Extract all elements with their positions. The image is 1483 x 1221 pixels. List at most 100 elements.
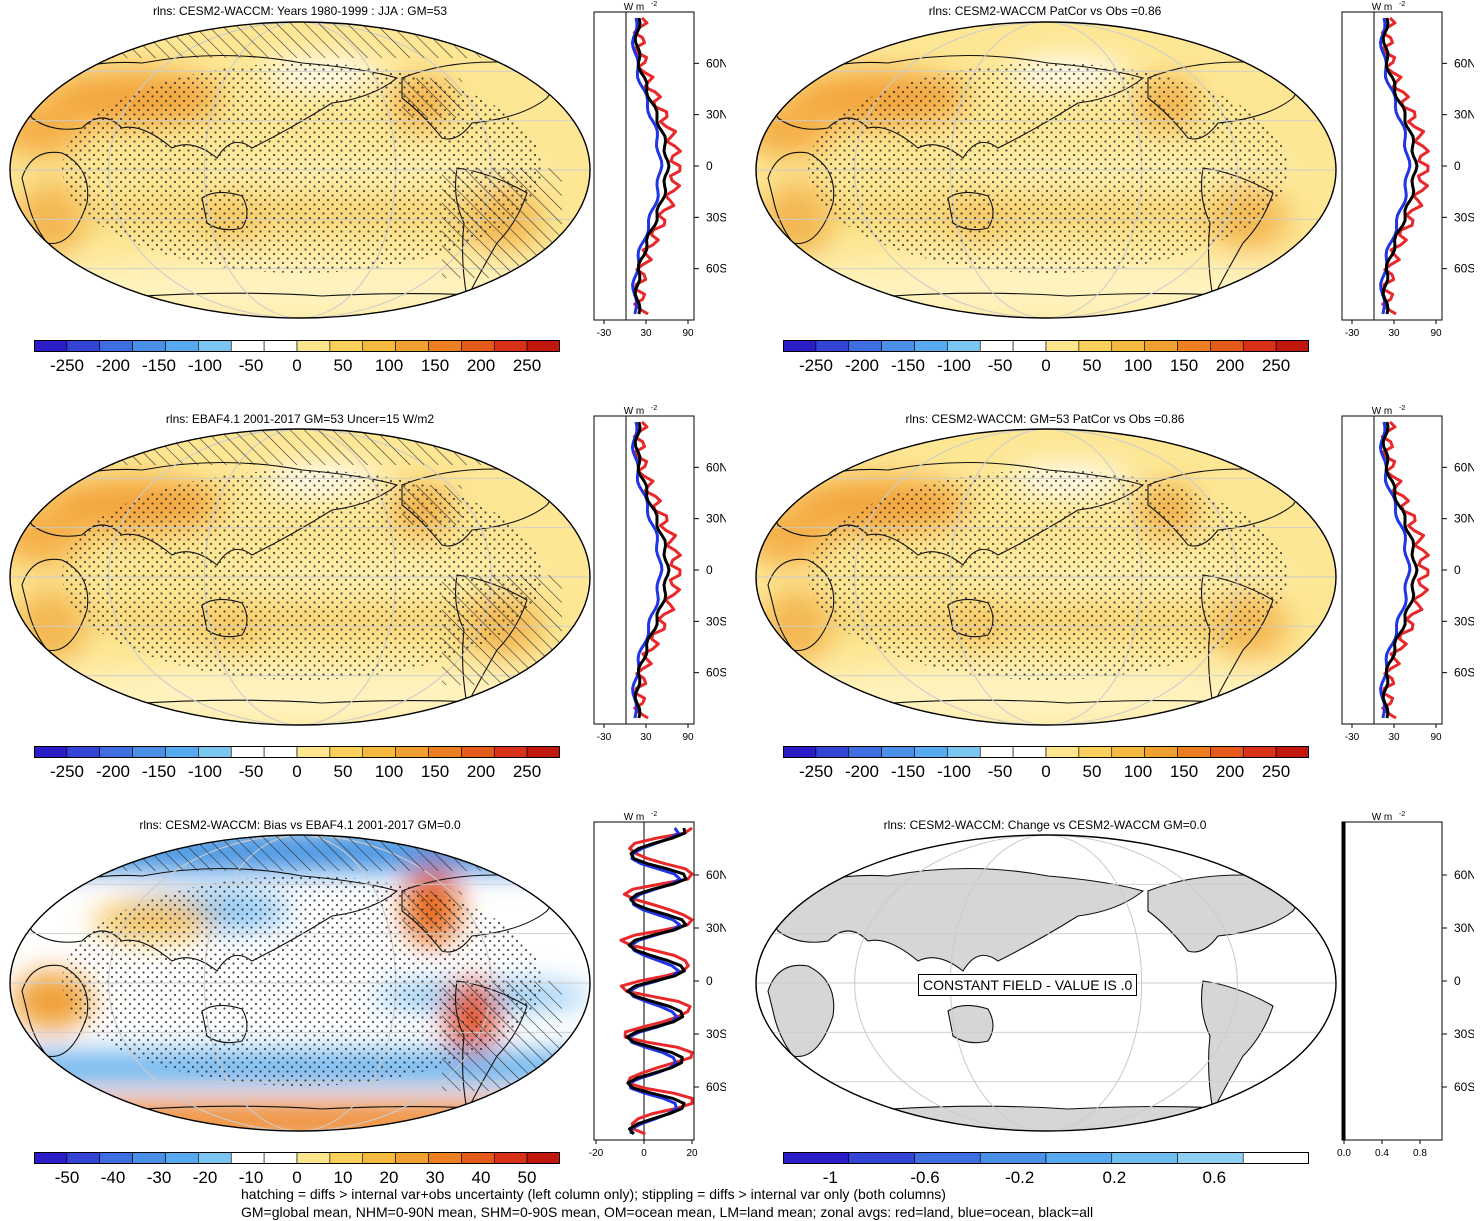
- zonal-x-tick-label: 30: [640, 328, 652, 339]
- zonal-plot-4: W m -2 60N 30N 0 30S 60S -30 30 90: [1341, 405, 1474, 743]
- zonal-unit-exponent: -2: [651, 405, 657, 412]
- colorbar-1-label: -250: [49, 356, 85, 375]
- panel-title-2: rlns: CESM2-WACCM PatCor vs Obs =0.86: [928, 4, 1162, 18]
- zonal-plot-1: W m -2 60N 30N 0 30S 60S -30 30 90: [593, 1, 726, 339]
- colorbar-4-label: 150: [1169, 762, 1199, 781]
- colorbar-1-label: 200: [466, 356, 496, 375]
- zonal-x-tick-label: 30: [1388, 328, 1400, 339]
- colorbar-4-label: -200: [844, 762, 880, 781]
- colorbar-5-label: 0: [292, 1168, 302, 1187]
- zonal-x-tick-label: 90: [1430, 732, 1442, 743]
- zonal-lat-label: 60N: [706, 56, 726, 70]
- zonal-lat-label: 30S: [706, 1027, 726, 1041]
- zonal-lat-label: 0: [706, 563, 713, 577]
- zonal-lat-label: 30N: [1454, 512, 1474, 526]
- constant-field-label: CONSTANT FIELD - VALUE IS .0: [918, 974, 1138, 996]
- colorbar-1-label: 50: [333, 356, 353, 375]
- colorbar-4-label: 0: [1041, 762, 1051, 781]
- zonal-x-tick-label: 0.4: [1375, 1148, 1389, 1159]
- colorbar-4-label: -150: [890, 762, 926, 781]
- zonal-lat-label: 60S: [1454, 1080, 1474, 1094]
- panel-title-4: rlns: CESM2-WACCM: GM=53 PatCor vs Obs =…: [905, 412, 1185, 426]
- zonal-lat-label: 60S: [706, 1080, 726, 1094]
- colorbar-5-label: -10: [238, 1168, 264, 1187]
- colorbar-2: [783, 340, 1309, 352]
- zonal-x-tick-label: 30: [1388, 732, 1400, 743]
- zonal-lat-label: 30N: [706, 921, 726, 935]
- colorbar-5-label: 30: [425, 1168, 445, 1187]
- colorbar-2-label: -100: [936, 356, 972, 375]
- colorbar-6-label: -1: [822, 1168, 838, 1187]
- colorbar-2-label: 0: [1041, 356, 1051, 375]
- colorbar-4-label: 250: [1261, 762, 1291, 781]
- zonal-plot-2: W m -2 60N 30N 0 30S 60S -30 30 90: [1341, 1, 1474, 339]
- zonal-plot-5: W m -2 60N 30N 0 30S 60S -20 0 20: [589, 811, 726, 1159]
- colorbar-1: [34, 340, 560, 352]
- colorbar-2-label: 150: [1169, 356, 1199, 375]
- colorbar-4-label: 100: [1123, 762, 1153, 781]
- zonal-lat-label: 30N: [706, 512, 726, 526]
- colorbar-1-label: 0: [292, 356, 302, 375]
- zonal-lat-label: 30N: [1454, 108, 1474, 122]
- colorbar-5-label: 50: [517, 1168, 537, 1187]
- footer-line-1: hatching = diffs > internal var+obs unce…: [241, 1186, 946, 1202]
- map-panel-3: [9, 428, 591, 726]
- zonal-lat-label: 60N: [706, 868, 726, 882]
- zonal-x-tick-label: 0.8: [1413, 1148, 1427, 1159]
- colorbar-2-label: 50: [1082, 356, 1102, 375]
- colorbar-1-label: -50: [238, 356, 264, 375]
- zonal-lat-label: 30S: [706, 614, 726, 628]
- zonal-lat-label: 0: [706, 159, 713, 173]
- map-panel-1: [9, 21, 591, 319]
- colorbar-5-label: -40: [100, 1168, 126, 1187]
- zonal-unit-label: W m: [624, 406, 645, 417]
- colorbar-6: [783, 1152, 1309, 1164]
- panel-title-6: rlns: CESM2-WACCM: Change vs CESM2-WACCM…: [883, 818, 1207, 832]
- colorbar-4-label: 200: [1215, 762, 1245, 781]
- zonal-x-tick-label: 0.0: [1337, 1148, 1351, 1159]
- panel-title-5: rlns: CESM2-WACCM: Bias vs EBAF4.1 2001-…: [139, 818, 461, 832]
- map-panel-4: [755, 428, 1337, 726]
- colorbar-1-label: 250: [512, 356, 542, 375]
- colorbar-3-label: 250: [512, 762, 542, 781]
- zonal-x-tick-label: -20: [589, 1148, 604, 1159]
- zonal-lat-label: 30S: [1454, 210, 1474, 224]
- panel-title-1: rlns: CESM2-WACCM: Years 1980-1999 : JJA…: [152, 4, 447, 18]
- zonal-x-tick-label: 30: [640, 732, 652, 743]
- zonal-x-tick-label: 0: [641, 1148, 647, 1159]
- zonal-lat-label: 0: [1454, 563, 1461, 577]
- zonal-lat-label: 60N: [1454, 56, 1474, 70]
- colorbar-4-label: 50: [1082, 762, 1102, 781]
- colorbar-2-label: -250: [798, 356, 834, 375]
- zonal-lat-label: 30N: [706, 108, 726, 122]
- colorbar-5-label: 10: [333, 1168, 353, 1187]
- colorbar-3-label: 50: [333, 762, 353, 781]
- colorbar-2-label: -50: [987, 356, 1013, 375]
- zonal-unit-exponent: -2: [1399, 1, 1405, 8]
- colorbar-2-label: -200: [844, 356, 880, 375]
- zonal-lat-label: 60S: [1454, 666, 1474, 680]
- colorbar-3: [34, 746, 560, 758]
- zonal-unit-exponent: -2: [651, 811, 657, 818]
- colorbar-6-label: 0.2: [1102, 1168, 1127, 1187]
- zonal-lat-label: 60S: [1454, 262, 1474, 276]
- colorbar-5-label: 20: [379, 1168, 399, 1187]
- zonal-x-tick-label: 90: [1430, 328, 1442, 339]
- zonal-unit-label: W m: [624, 812, 645, 823]
- panel-title-3: rlns: EBAF4.1 2001-2017 GM=53 Uncer=15 W…: [165, 412, 435, 426]
- zonal-unit-exponent: -2: [1399, 811, 1405, 818]
- colorbar-3-label: -100: [187, 762, 223, 781]
- zonal-lat-label: 0: [1454, 159, 1461, 173]
- colorbar-2-label: 250: [1261, 356, 1291, 375]
- colorbar-4-label: -50: [987, 762, 1013, 781]
- zonal-lat-label: 30S: [1454, 1027, 1474, 1041]
- zonal-lat-label: 60S: [706, 666, 726, 680]
- zonal-unit-label: W m: [1372, 406, 1393, 417]
- zonal-lat-label: 0: [1454, 974, 1461, 988]
- zonal-x-tick-label: 90: [682, 732, 694, 743]
- colorbar-3-label: 0: [292, 762, 302, 781]
- colorbar-6-label: 0.6: [1202, 1168, 1227, 1187]
- zonal-unit-exponent: -2: [651, 1, 657, 8]
- colorbar-3-label: -50: [238, 762, 264, 781]
- colorbar-5-label: -50: [54, 1168, 80, 1187]
